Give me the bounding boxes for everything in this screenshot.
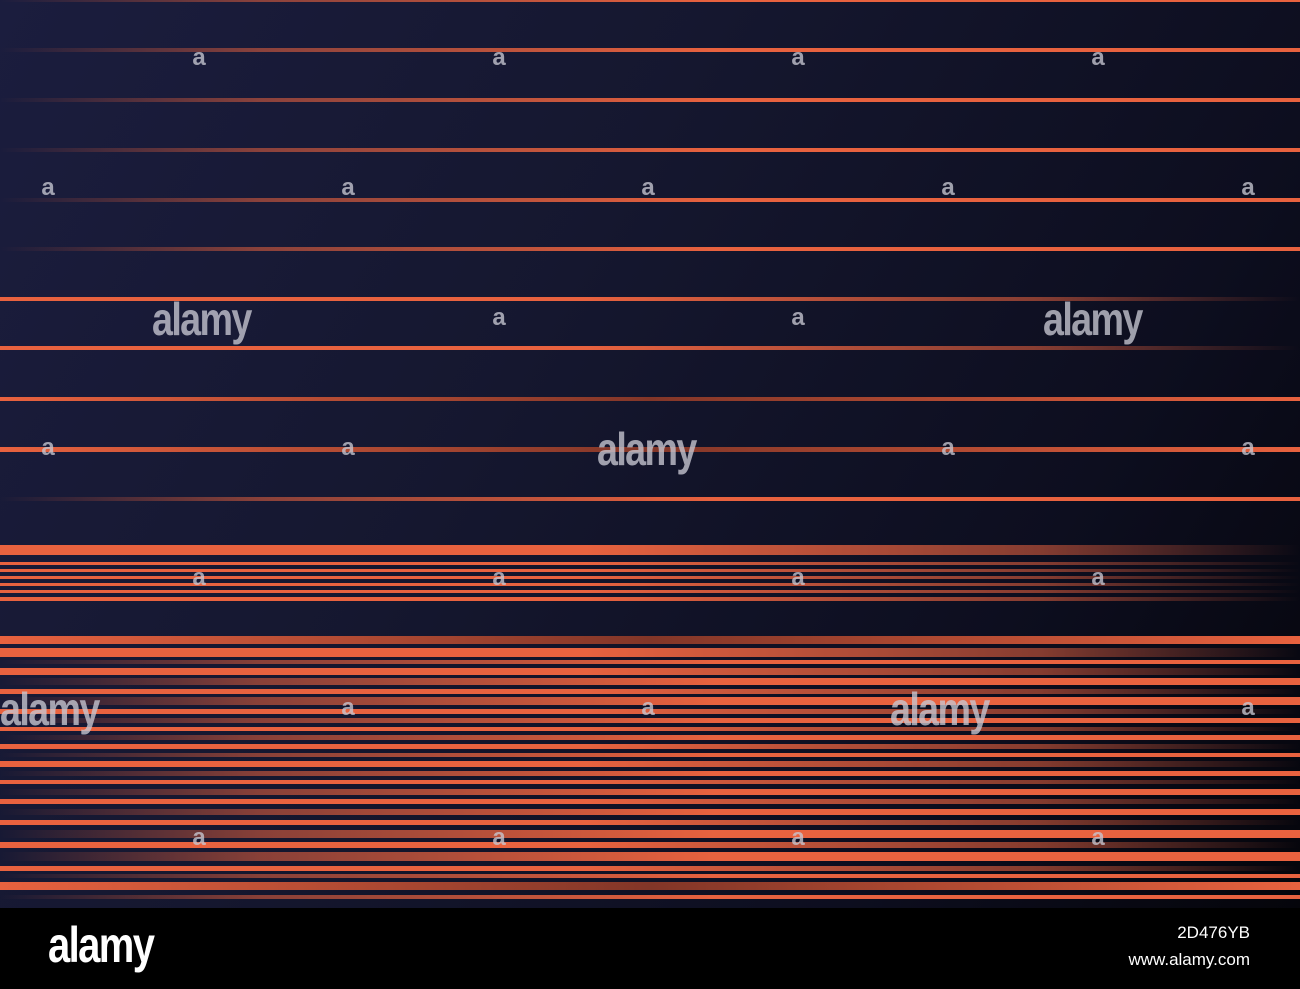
- watermark-logo: alamy: [890, 683, 990, 735]
- orange-stripe: [0, 727, 1300, 731]
- orange-stripe: [0, 809, 1300, 815]
- orange-stripe: [0, 780, 1300, 784]
- watermark-mark: a: [791, 304, 805, 331]
- watermark-mark: a: [791, 824, 805, 851]
- orange-stripe: [0, 636, 1300, 644]
- orange-stripe: [0, 830, 1300, 838]
- watermark-mark: a: [192, 564, 206, 591]
- watermark-mark: a: [791, 564, 805, 591]
- orange-stripe: [0, 709, 1300, 714]
- orange-stripe: [0, 497, 1300, 501]
- orange-stripe: [0, 397, 1300, 401]
- orange-stripe: [0, 852, 1300, 861]
- watermark-mark: a: [341, 694, 355, 721]
- orange-stripe: [0, 753, 1300, 757]
- orange-stripe: [0, 569, 1300, 572]
- watermark-logo: alamy: [597, 423, 697, 475]
- stock-footer-bar: alamy 2D476YB www.alamy.com: [0, 908, 1300, 989]
- orange-stripe: [0, 98, 1300, 102]
- orange-stripe: [0, 0, 1300, 2]
- watermark-mark: a: [641, 694, 655, 721]
- orange-stripe: [0, 842, 1300, 848]
- orange-stripe: [0, 597, 1300, 601]
- watermark-mark: a: [1241, 694, 1255, 721]
- watermark-mark: a: [41, 174, 55, 201]
- watermark-logo: alamy: [1043, 293, 1143, 345]
- site-url-label: www.alamy.com: [1128, 950, 1250, 969]
- orange-stripe: [0, 48, 1300, 52]
- watermark-mark: a: [341, 434, 355, 461]
- watermark-mark: a: [492, 44, 506, 71]
- watermark-mark: a: [641, 174, 655, 201]
- watermark-mark: a: [341, 174, 355, 201]
- orange-stripe: [0, 771, 1300, 776]
- alamy-logo: alamy: [48, 917, 155, 973]
- watermark-mark: a: [1091, 44, 1105, 71]
- orange-stripe: [0, 297, 1300, 301]
- orange-stripe: [0, 689, 1300, 694]
- orange-stripe: [0, 148, 1300, 152]
- orange-stripe: [0, 668, 1300, 675]
- orange-stripe: [0, 789, 1300, 795]
- orange-stripe: [0, 895, 1300, 899]
- orange-stripe: [0, 882, 1300, 890]
- watermark-mark: a: [492, 304, 506, 331]
- orange-stripe: [0, 744, 1300, 749]
- watermark-mark: a: [492, 824, 506, 851]
- orange-stripe: [0, 247, 1300, 251]
- image-id-label: 2D476YB: [1177, 923, 1250, 942]
- orange-stripe: [0, 198, 1300, 202]
- orange-stripe: [0, 660, 1300, 664]
- watermark-layer: alamy alamy alamy alamy alamy a a a a a …: [0, 44, 1255, 851]
- orange-stripe: [0, 761, 1300, 767]
- orange-stripe: [0, 735, 1300, 740]
- orange-stripe: [0, 545, 1300, 555]
- orange-stripe: [0, 718, 1300, 723]
- watermark-logo: alamy: [152, 293, 252, 345]
- orange-stripe: [0, 820, 1300, 825]
- watermark-logo: alamy: [0, 683, 100, 735]
- orange-stripe: [0, 799, 1300, 804]
- watermark-mark: a: [492, 564, 506, 591]
- watermark-mark: a: [1241, 174, 1255, 201]
- orange-stripe: [0, 866, 1300, 871]
- orange-stripe: [0, 648, 1300, 657]
- watermark-mark: a: [941, 434, 955, 461]
- orange-stripe: [0, 697, 1300, 705]
- orange-stripe: [0, 678, 1300, 685]
- orange-stripe: [0, 590, 1300, 593]
- watermark-mark: a: [1091, 824, 1105, 851]
- watermark-mark: a: [192, 824, 206, 851]
- orange-stripe: [0, 583, 1300, 586]
- watermark-mark: a: [192, 44, 206, 71]
- orange-stripe: [0, 874, 1300, 878]
- watermark-mark: a: [941, 174, 955, 201]
- watermark-mark: a: [1091, 564, 1105, 591]
- watermark-mark: a: [1241, 434, 1255, 461]
- orange-stripe: [0, 576, 1300, 579]
- orange-stripe: [0, 346, 1300, 350]
- orange-stripe: [0, 562, 1300, 565]
- orange-stripe: [0, 447, 1300, 452]
- watermark-mark: a: [41, 434, 55, 461]
- watermark-mark: a: [791, 44, 805, 71]
- abstract-stripes-artwork: alamy alamy alamy alamy alamy a a a a a …: [0, 0, 1300, 908]
